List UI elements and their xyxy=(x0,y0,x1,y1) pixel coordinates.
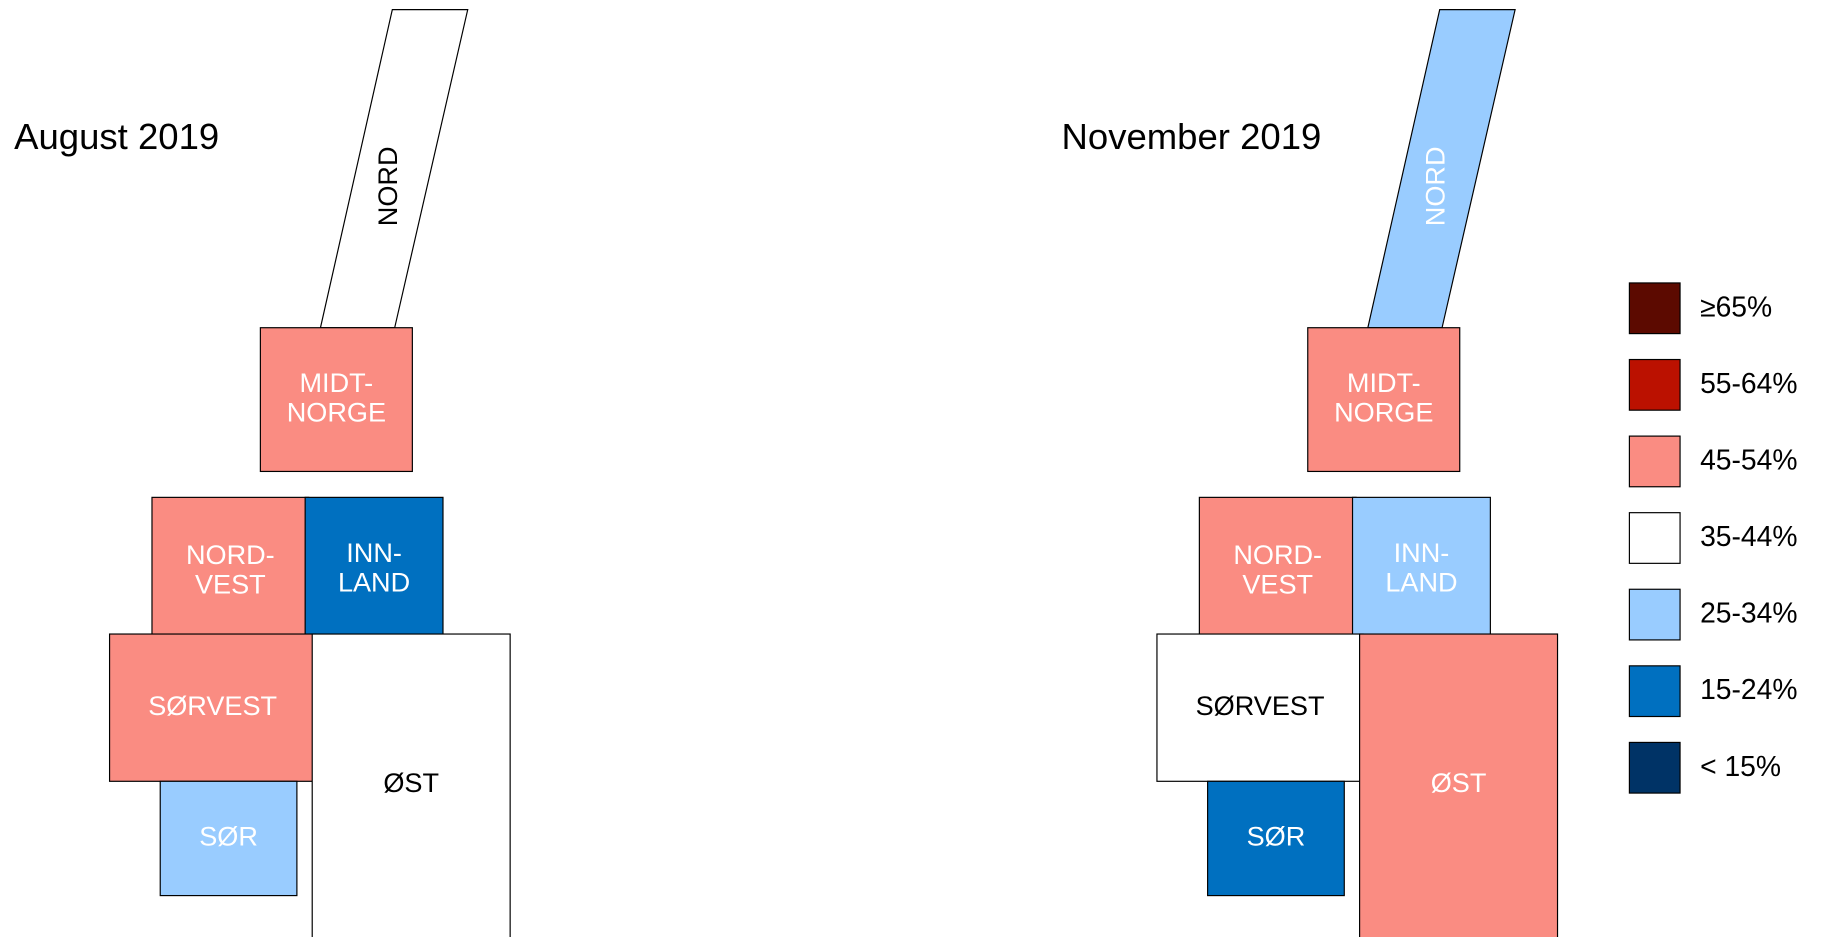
legend-swatch xyxy=(1628,588,1681,641)
map-title: November 2019 xyxy=(1062,116,1322,157)
region xyxy=(1351,496,1491,643)
legend-label: 45-54% xyxy=(1700,443,1797,475)
region-label: MIDT- xyxy=(300,367,374,398)
region-label: NORD xyxy=(1420,146,1451,226)
region xyxy=(108,633,317,782)
region xyxy=(1359,633,1559,937)
region-label: ØST xyxy=(383,767,439,798)
region-label: SØR xyxy=(199,821,258,852)
region xyxy=(311,633,511,937)
region xyxy=(1198,496,1357,647)
region xyxy=(151,496,310,647)
legend-label: ≥65% xyxy=(1700,290,1772,322)
region xyxy=(304,496,444,643)
region-label: INN- xyxy=(1394,537,1450,568)
region xyxy=(1207,780,1345,897)
region-label: SØR xyxy=(1247,821,1306,852)
legend-swatch xyxy=(1628,282,1681,335)
region-label: SØRVEST xyxy=(148,690,277,721)
legend-swatch xyxy=(1628,358,1681,411)
legend-swatch xyxy=(1628,435,1681,488)
legend-label: 55-64% xyxy=(1700,367,1797,399)
region-label: INN- xyxy=(346,537,402,568)
region-label: LAND xyxy=(338,567,410,598)
region-label: NORD- xyxy=(186,539,275,570)
region-label: ØST xyxy=(1431,767,1487,798)
region xyxy=(1307,327,1461,473)
map-title: August 2019 xyxy=(14,116,219,157)
region-label: VEST xyxy=(1242,568,1313,599)
legend-swatch xyxy=(1628,512,1681,564)
legend-label: 35-44% xyxy=(1700,520,1797,552)
legend-label: 25-34% xyxy=(1700,597,1797,629)
region-label: LAND xyxy=(1385,567,1457,598)
legend-label: < 15% xyxy=(1700,750,1781,782)
region-label: NORD- xyxy=(1233,539,1322,570)
legend-swatch xyxy=(1628,741,1681,794)
region xyxy=(159,780,298,897)
region-label: MIDT- xyxy=(1347,367,1421,398)
region-label: NORGE xyxy=(1334,396,1433,427)
region-label: NORGE xyxy=(287,396,386,427)
region-label: NORD xyxy=(372,146,403,226)
region-label: SØRVEST xyxy=(1196,690,1325,721)
region xyxy=(259,327,413,473)
legend-swatch xyxy=(1628,665,1681,718)
legend-label: 15-24% xyxy=(1700,673,1797,705)
region-label: VEST xyxy=(195,568,266,599)
